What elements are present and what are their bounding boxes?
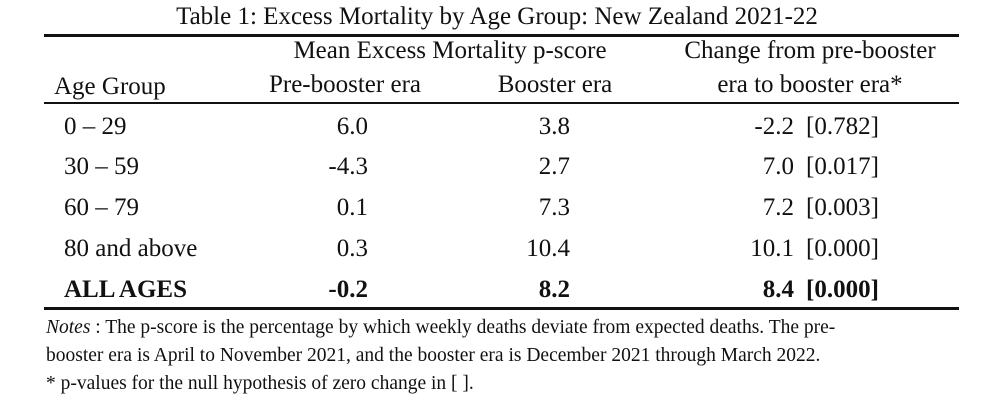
booster-era-header: Booster era <box>497 71 613 98</box>
change-cell: 10.1 <box>750 235 794 262</box>
table-notes: Notes : The p-score is the percentage by… <box>46 314 958 398</box>
p-value-cell: [0.017] <box>806 153 879 180</box>
change-cell: 7.0 <box>762 153 794 180</box>
change-cell: -2.2 <box>754 113 794 140</box>
header-rule <box>44 102 959 104</box>
age-group-header: Age Group <box>54 73 166 100</box>
top-rule <box>44 34 959 37</box>
booster-cell: 10.4 <box>526 235 570 262</box>
booster-cell: 2.7 <box>538 153 570 180</box>
change-header-line1: Change from pre-booster <box>684 37 936 64</box>
pre-booster-cell: 0.1 <box>336 194 368 221</box>
age-cell: 0 – 29 <box>64 113 127 140</box>
pre-booster-cell: 6.0 <box>336 113 368 140</box>
p-value-cell: [0.782] <box>806 113 879 140</box>
notes-line-1: Notes : The p-score is the percentage by… <box>46 314 958 342</box>
notes-label: Notes <box>46 317 91 338</box>
pre-booster-cell: -0.2 <box>328 276 368 303</box>
change-cell: 7.2 <box>762 194 794 221</box>
age-cell: 30 – 59 <box>64 153 139 180</box>
age-cell: 80 and above <box>64 235 198 262</box>
booster-cell: 8.2 <box>538 276 570 303</box>
notes-line-3: * p-values for the null hypothesis of ze… <box>46 373 474 394</box>
pre-booster-cell: 0.3 <box>336 235 368 262</box>
age-cell: 60 – 79 <box>64 194 139 221</box>
pre-booster-era-header: Pre-booster era <box>268 71 421 98</box>
bottom-rule <box>44 307 959 310</box>
notes-line-2: booster era is April to November 2021, a… <box>46 345 821 366</box>
pre-booster-cell: -4.3 <box>328 153 368 180</box>
booster-cell: 7.3 <box>538 194 570 221</box>
booster-cell: 3.8 <box>538 113 570 140</box>
table-title: Table 1: Excess Mortality by Age Group: … <box>176 3 818 30</box>
p-value-cell: [0.000] <box>806 276 879 303</box>
mean-excess-mortality-header: Mean Excess Mortality p-score <box>293 37 607 64</box>
change-cell: 8.4 <box>762 276 794 303</box>
age-cell: ALL AGES <box>64 276 187 303</box>
change-header-line2: era to booster era* <box>717 71 903 98</box>
notes-text-1: : The p-score is the percentage by which… <box>90 317 836 338</box>
p-value-cell: [0.003] <box>806 194 879 221</box>
p-value-cell: [0.000] <box>806 235 879 262</box>
